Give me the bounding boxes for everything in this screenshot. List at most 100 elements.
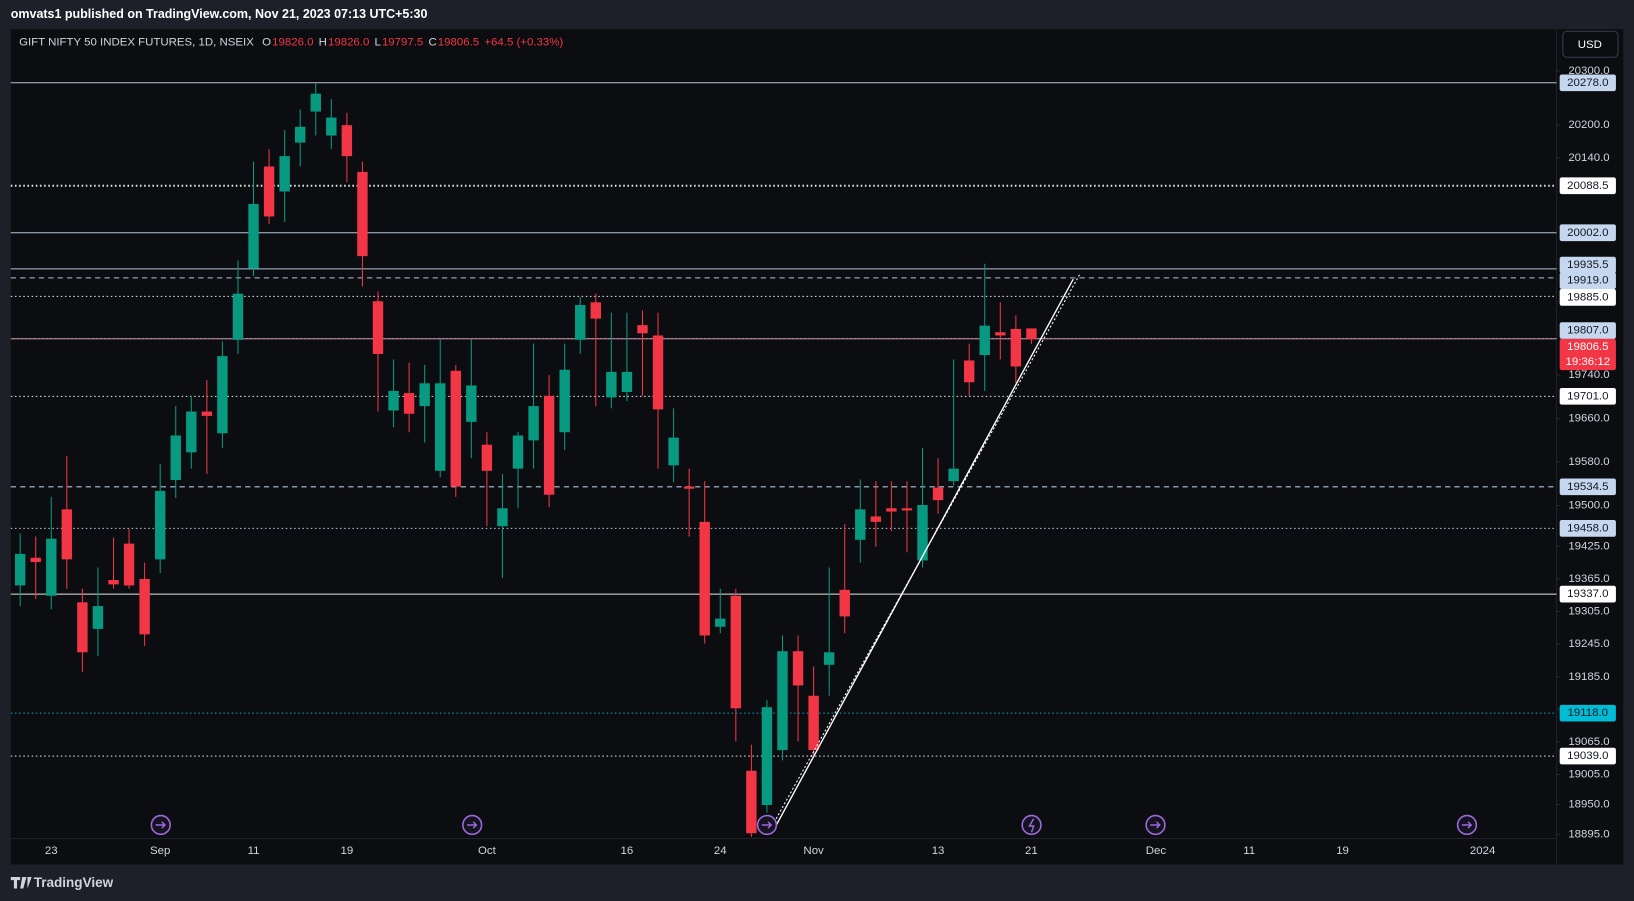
candle-body <box>263 166 275 217</box>
y-tick-label: 19580.0 <box>1568 456 1609 468</box>
level-labels: 20278.0 20088.5 20002.0 19935.5 19919.0 19885… <box>1559 74 1616 765</box>
candle-body <box>559 369 570 433</box>
event-glyph <box>1461 821 1473 829</box>
ohlc-key: L <box>375 37 381 49</box>
ohlc-key: H <box>319 37 327 49</box>
candle-body <box>621 371 633 392</box>
candle-body <box>668 437 679 466</box>
candle-body <box>77 602 88 653</box>
x-tick-label: 2024 <box>1470 845 1496 857</box>
x-tick-label: 24 <box>714 845 727 857</box>
x-tick-label: Nov <box>803 845 824 857</box>
brand-logo <box>10 877 32 889</box>
candle-body <box>450 370 461 487</box>
candle-body <box>372 301 384 354</box>
x-tick-label: Oct <box>478 845 497 857</box>
ohlc-key: O <box>262 37 271 49</box>
candle-body <box>528 406 539 441</box>
y-tick-label: 19500.0 <box>1568 500 1609 512</box>
level-label: 20278.0 <box>1567 77 1608 89</box>
currency-button[interactable] <box>1562 30 1619 58</box>
candle-body <box>932 487 944 501</box>
ohlc-value: 19797.5 <box>382 37 423 49</box>
event-glyphs <box>155 818 1473 833</box>
price-axis: 20300.0 20200.0 20140.0 19740.0 19660.0 19580… <box>1556 65 1610 840</box>
brand-name: TradingView <box>34 875 114 890</box>
y-tick-label: 19005.0 <box>1568 769 1609 781</box>
candle-body <box>886 508 897 512</box>
candle-body <box>186 411 197 453</box>
ohlc-value: 19826.0 <box>272 37 313 49</box>
candle-body <box>855 509 866 540</box>
candle-body <box>1010 328 1022 367</box>
candles <box>14 83 1037 838</box>
event-glyph <box>1150 821 1161 829</box>
x-tick-label: 19 <box>1336 845 1349 857</box>
y-tick-label: 20200.0 <box>1568 119 1609 131</box>
level-label-box <box>1559 256 1616 274</box>
level-label: 19118.0 <box>1568 707 1609 719</box>
ohlc-key: C <box>429 37 437 49</box>
event-icon[interactable] <box>1021 814 1042 836</box>
level-label: 19885.0 <box>1567 291 1608 303</box>
level-label: 19534.5 <box>1567 481 1608 493</box>
candle-body <box>435 383 446 471</box>
candle-body <box>777 651 788 751</box>
time-axis: 23 Sep 11 19 Oct 16 24 Nov 13 21 Dec 11 19 2024 <box>45 845 1496 857</box>
candle-body <box>699 521 710 636</box>
y-tick-label: 19245.0 <box>1568 638 1609 650</box>
trend-line-dotted <box>767 272 1081 834</box>
candle-body <box>481 444 493 471</box>
legend-header: GIFT NIFTY 50 INDEX FUTURES, 1D, NSEIX O 1… <box>19 37 563 49</box>
level-label-box <box>1559 272 1616 290</box>
candle-body <box>357 171 368 257</box>
currency-label[interactable]: USD <box>1578 39 1602 51</box>
candle-body <box>388 390 399 411</box>
candle-body <box>497 508 508 527</box>
candle-body <box>808 695 819 751</box>
x-tick-label: Dec <box>1146 845 1167 857</box>
level-label-box <box>1559 704 1616 722</box>
ohlc-value: 19826.0 <box>328 37 369 49</box>
y-tick-label: 19065.0 <box>1568 736 1609 748</box>
candle-body <box>294 126 306 143</box>
candle-body <box>715 618 726 627</box>
y-tick-label: 19660.0 <box>1568 413 1609 425</box>
candle-body <box>326 117 337 136</box>
candle-body <box>901 508 913 511</box>
event-glyph <box>467 821 478 829</box>
x-tick-label: 19 <box>341 845 354 857</box>
level-label: 19458.0 <box>1567 522 1608 534</box>
candle-body <box>61 509 73 560</box>
candle-body <box>637 325 648 334</box>
candle-body <box>823 652 835 665</box>
symbol: GIFT NIFTY 50 INDEX FUTURES, 1D, NSEIX <box>19 37 254 49</box>
candle-body <box>248 203 259 269</box>
change: +64.5 (+0.33%) <box>484 37 563 49</box>
candle-body <box>575 305 586 340</box>
candle-body <box>512 435 524 469</box>
candle-body <box>30 557 41 563</box>
level-label-box <box>1559 478 1616 496</box>
candle-body <box>310 93 321 112</box>
candle-body <box>606 371 617 398</box>
level-label-box <box>1559 388 1616 405</box>
level-label: 19807.0 <box>1567 325 1608 337</box>
candle-body <box>419 383 430 407</box>
candle-body <box>170 435 181 481</box>
candle-body <box>730 595 742 709</box>
y-tick-label: 20140.0 <box>1568 152 1609 164</box>
candle-body <box>963 360 975 383</box>
x-tick-label: 11 <box>1243 845 1255 857</box>
candle-body <box>201 411 213 416</box>
level-label: 20088.5 <box>1567 180 1608 192</box>
y-tick-label: 19185.0 <box>1568 671 1609 683</box>
candle-body <box>217 356 228 434</box>
candle-body <box>403 393 415 414</box>
level-label-box <box>1559 74 1616 92</box>
y-tick-label: 18895.0 <box>1568 828 1609 840</box>
candle-body <box>139 578 150 635</box>
countdown: 19:36:12 <box>1566 356 1611 368</box>
candle-body <box>466 385 477 422</box>
candle-body <box>232 293 244 340</box>
